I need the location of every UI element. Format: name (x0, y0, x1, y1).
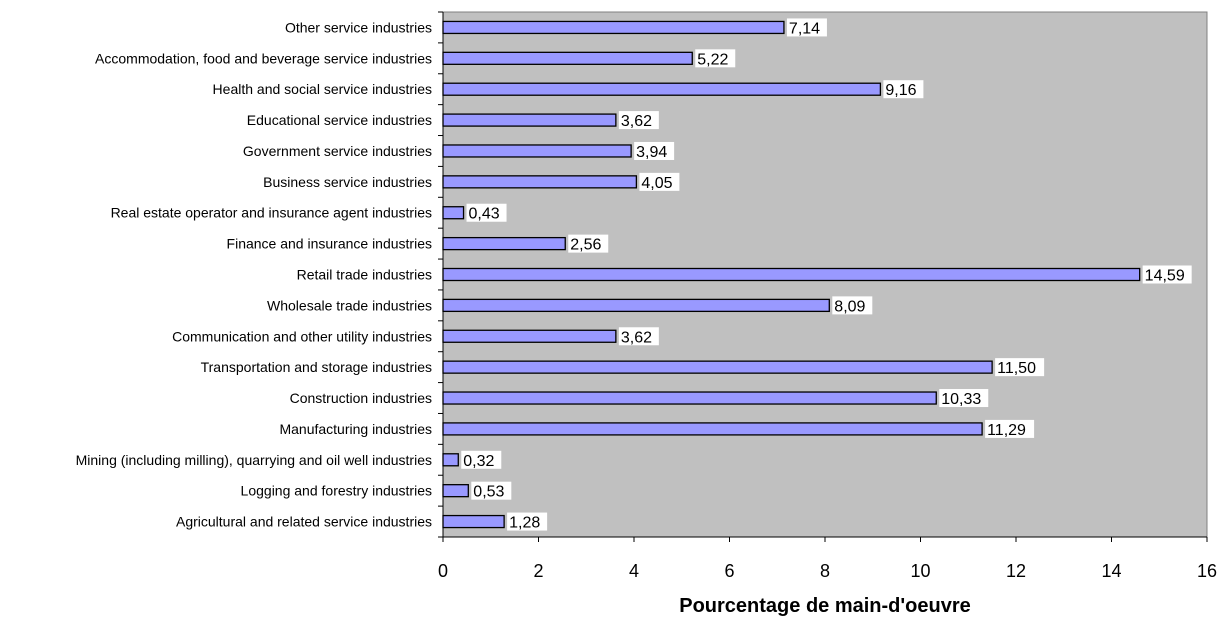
data-label: 14,59 (1145, 268, 1185, 285)
data-label-background (618, 111, 659, 130)
category-label: Agricultural and related service industr… (176, 514, 432, 530)
x-tick-label: 10 (910, 561, 930, 581)
bars-group (442, 20, 1141, 529)
x-tick-label: 2 (533, 561, 543, 581)
data-label-background (1142, 265, 1192, 284)
data-label: 9,16 (885, 82, 916, 99)
data-label-background (471, 481, 512, 500)
bar (442, 236, 566, 251)
data-label-background (634, 141, 675, 160)
axes-group (438, 11, 1208, 542)
category-label: Mining (including milling), quarrying an… (76, 452, 432, 468)
x-tick-label: 14 (1101, 561, 1121, 581)
category-label: Communication and other utility industri… (172, 328, 432, 344)
data-label: 3,94 (636, 144, 667, 161)
bar (442, 298, 830, 313)
x-axis-title: Pourcentage de main-d'oeuvre (679, 595, 971, 617)
data-label-background (639, 172, 680, 191)
data-label-background (832, 296, 873, 315)
category-label: Retail trade industries (297, 267, 432, 283)
data-label: 0,53 (473, 484, 504, 501)
category-labels: Other service industries Accommodation, f… (76, 19, 432, 529)
data-label-background (786, 18, 827, 37)
data-label: 3,62 (621, 329, 652, 346)
data-label: 2,56 (570, 237, 601, 254)
bar (442, 20, 785, 35)
x-tick-labels: 0 2 4 6 8 10 12 14 16 (438, 561, 1217, 581)
category-label: Accommodation, food and beverage service… (95, 50, 432, 66)
data-label: 4,05 (641, 175, 672, 192)
bar (442, 82, 882, 96)
bar (442, 267, 1141, 282)
x-tick-label: 0 (438, 561, 448, 581)
data-labels: 7,14 5,22 9,16 3,62 3,94 4,05 0,43 2,56 14,59 8,0… (461, 18, 1192, 532)
category-label: Wholesale trade industries (267, 297, 432, 313)
bar (442, 360, 993, 374)
x-tick-label: 4 (629, 561, 639, 581)
data-label: 8,09 (834, 298, 865, 315)
category-label: Health and social service industries (213, 81, 432, 97)
bar (442, 144, 632, 158)
bar (442, 175, 638, 189)
bar (442, 113, 617, 127)
data-label-background (883, 80, 924, 99)
data-label: 5,22 (697, 51, 728, 68)
data-label-background (995, 358, 1045, 377)
data-label: 10,33 (941, 391, 981, 408)
data-label: 11,29 (987, 422, 1026, 439)
category-label: Manufacturing industries (279, 421, 432, 437)
x-tick-label: 6 (724, 561, 734, 581)
category-label: Business service industries (263, 174, 432, 190)
category-label: Finance and insurance industries (227, 236, 432, 252)
data-label: 11,50 (997, 360, 1036, 377)
data-label-background (568, 234, 609, 253)
data-label: 0,43 (469, 206, 500, 223)
bar (442, 422, 983, 436)
data-label: 7,14 (789, 20, 820, 37)
bar (442, 453, 459, 467)
data-label: 1,28 (509, 515, 540, 532)
data-label-background (939, 389, 989, 408)
data-label-background (507, 512, 548, 531)
x-tick-label: 16 (1197, 561, 1217, 581)
data-label-background (695, 49, 736, 68)
category-label: Other service industries (285, 19, 432, 35)
bar (442, 484, 469, 498)
category-label: Transportation and storage industries (201, 359, 432, 375)
data-label-background (985, 419, 1035, 438)
data-label-background (618, 327, 659, 346)
data-label: 0,32 (463, 453, 494, 470)
category-label: Government service industries (243, 143, 432, 159)
data-label-background (461, 450, 502, 469)
category-label: Construction industries (290, 390, 432, 406)
category-label: Real estate operator and insurance agent… (111, 205, 432, 221)
x-tick-label: 8 (820, 561, 830, 581)
category-label: Educational service industries (247, 112, 432, 128)
category-label: Logging and forestry industries (241, 483, 432, 499)
bar (442, 51, 693, 65)
bar (442, 391, 937, 405)
bar (442, 514, 505, 529)
bar (442, 206, 465, 220)
bar (442, 329, 617, 343)
data-label: 3,62 (621, 113, 652, 130)
x-tick-label: 12 (1006, 561, 1026, 581)
data-label-background (466, 203, 507, 222)
